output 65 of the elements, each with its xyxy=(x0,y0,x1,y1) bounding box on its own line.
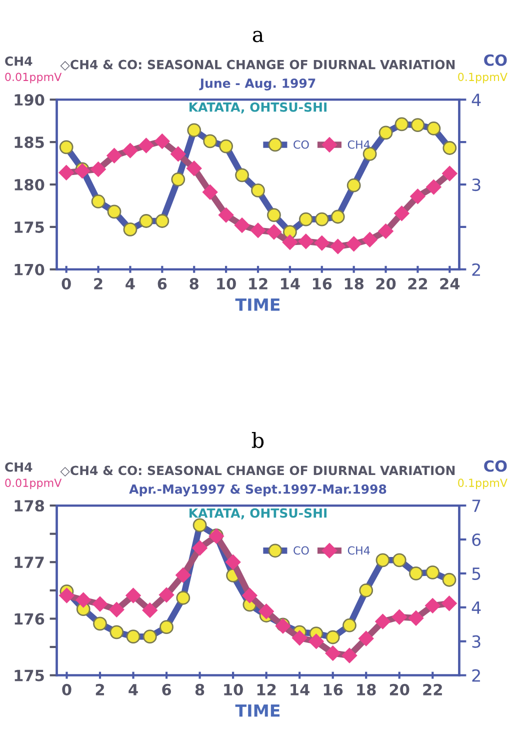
y2-tick-label: 4 xyxy=(472,602,481,614)
x-tick-label: 12 xyxy=(257,684,276,696)
x-tick-label: 14 xyxy=(281,278,300,290)
y-tick-label: 170 xyxy=(14,264,44,276)
chart-title: ◇CH4 & CO: SEASONAL CHANGE OF DIURNAL VARIATION xyxy=(60,466,455,477)
x-tick-label: 14 xyxy=(290,684,310,696)
text: a xyxy=(252,30,264,42)
x-tick-label: 24 xyxy=(440,278,460,290)
chart-subtitle: Apr.-May1997 & Sept.1997-Mar.1998 xyxy=(129,484,386,496)
x-tick-label: 0 xyxy=(62,684,72,696)
y2-tick-label: 3 xyxy=(472,178,480,192)
x-tick-label: 6 xyxy=(158,278,167,290)
x-tick-label: 18 xyxy=(344,278,364,290)
y-axis-title: CH4 xyxy=(5,462,32,472)
y-tick-label: 176 xyxy=(14,613,44,625)
x-tick-label: 2 xyxy=(96,684,104,696)
x-tick-label: 6 xyxy=(162,684,172,696)
x-tick-label: 4 xyxy=(126,278,135,290)
x-tick-label: 10 xyxy=(217,278,236,290)
x-tick-label: 16 xyxy=(312,278,332,290)
x-tick-label: 8 xyxy=(195,684,204,696)
x-tick-label: 0 xyxy=(62,278,71,290)
y2-tick-label: 7 xyxy=(472,500,480,512)
x-tick-label: 8 xyxy=(190,278,198,290)
x-tick-label: 22 xyxy=(423,684,442,696)
x-axis-title: TIME xyxy=(235,704,280,717)
x-tick-label: 16 xyxy=(324,684,343,696)
x-tick-label: 20 xyxy=(376,278,396,290)
legend-label: CH4 xyxy=(348,140,370,149)
y-tick-label: 180 xyxy=(14,178,44,191)
legend-label: CO xyxy=(294,546,309,555)
text: 0.1ppmV xyxy=(458,478,508,490)
x-tick-label: 2 xyxy=(94,278,102,290)
x-tick-label: 18 xyxy=(357,684,376,696)
text: 0.1ppmV xyxy=(458,72,508,84)
y2-tick-label: 2 xyxy=(472,263,480,276)
y2-tick-label: 2 xyxy=(472,669,480,682)
y2-tick-label: 3 xyxy=(472,635,480,648)
x-tick-label: 12 xyxy=(249,278,268,290)
x-tick-label: 20 xyxy=(390,684,410,696)
text: 0.01ppmV xyxy=(5,72,62,84)
chart-title: ◇CH4 & CO: SEASONAL CHANGE OF DIURNAL VARIATION xyxy=(60,60,455,71)
y-tick-label: 175 xyxy=(14,222,44,233)
x-tick-label: 10 xyxy=(224,684,243,696)
y-tick-label: 190 xyxy=(14,94,44,106)
annotation: KATATA, OHTSU-SHI xyxy=(190,508,326,520)
y2-axis-title: CO xyxy=(484,460,507,472)
annotation: KATATA, OHTSU-SHI xyxy=(190,102,326,114)
x-axis-title: TIME xyxy=(235,298,280,311)
y-axis-title: CH4 xyxy=(5,56,32,66)
y-tick-label: 177 xyxy=(14,556,44,568)
y-tick-label: 178 xyxy=(14,500,44,512)
chart-subtitle: June - Aug. 1997 xyxy=(199,78,316,90)
text: b xyxy=(252,432,264,448)
y2-axis-title: CO xyxy=(484,54,507,66)
x-tick-label: 22 xyxy=(408,278,428,290)
legend-label: CO xyxy=(294,140,309,149)
x-tick-label: 4 xyxy=(128,684,138,696)
y2-tick-label: 6 xyxy=(472,533,481,546)
y2-tick-label: 5 xyxy=(472,568,480,580)
y-tick-label: 175 xyxy=(14,670,44,682)
text: 0.01ppmV xyxy=(5,478,62,490)
y-tick-label: 185 xyxy=(14,136,44,148)
y2-tick-label: 4 xyxy=(472,94,481,106)
legend-label: CH4 xyxy=(348,546,370,555)
